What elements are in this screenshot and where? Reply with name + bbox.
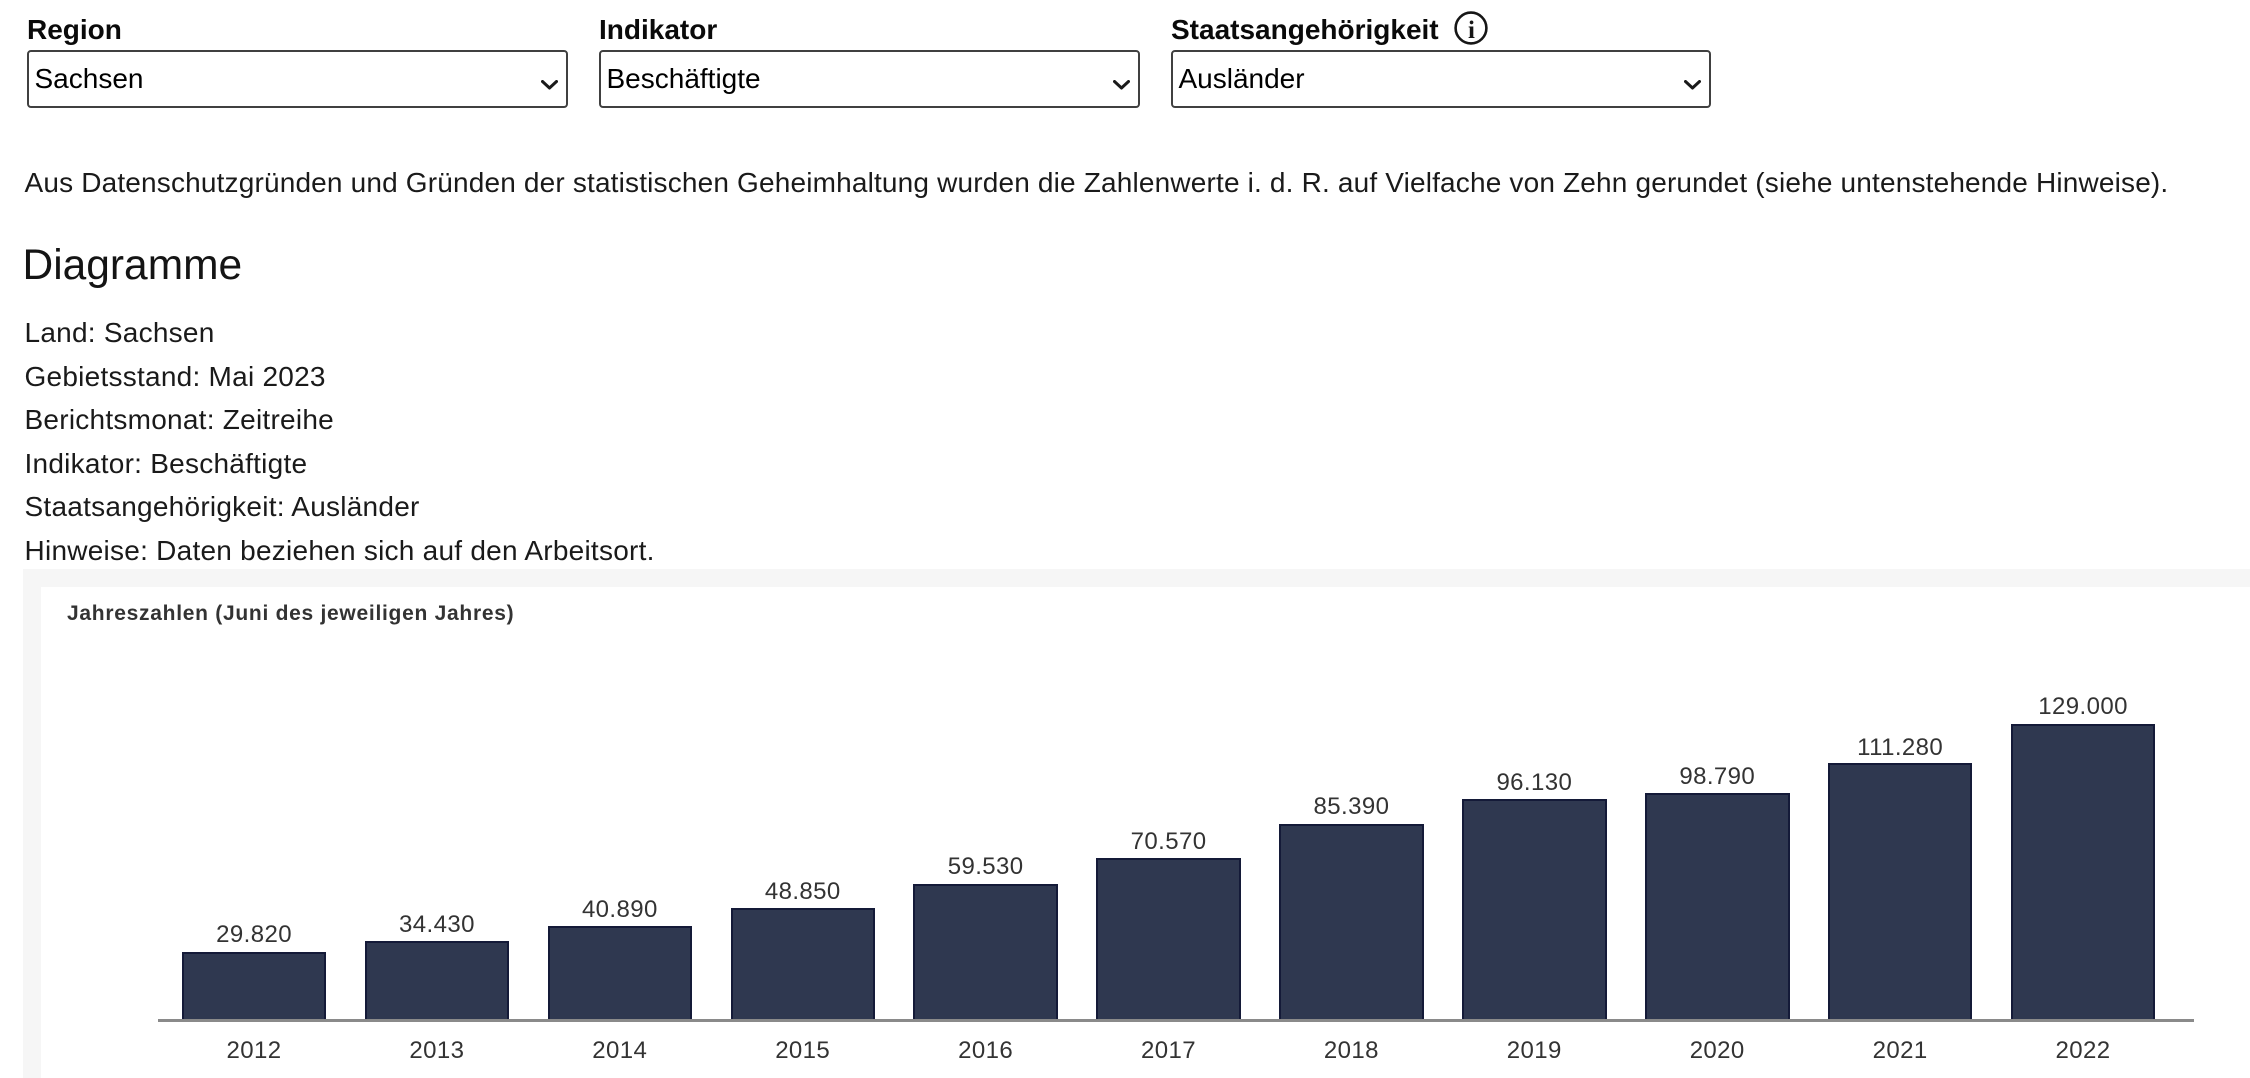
svg-text:i: i xyxy=(1468,17,1475,44)
